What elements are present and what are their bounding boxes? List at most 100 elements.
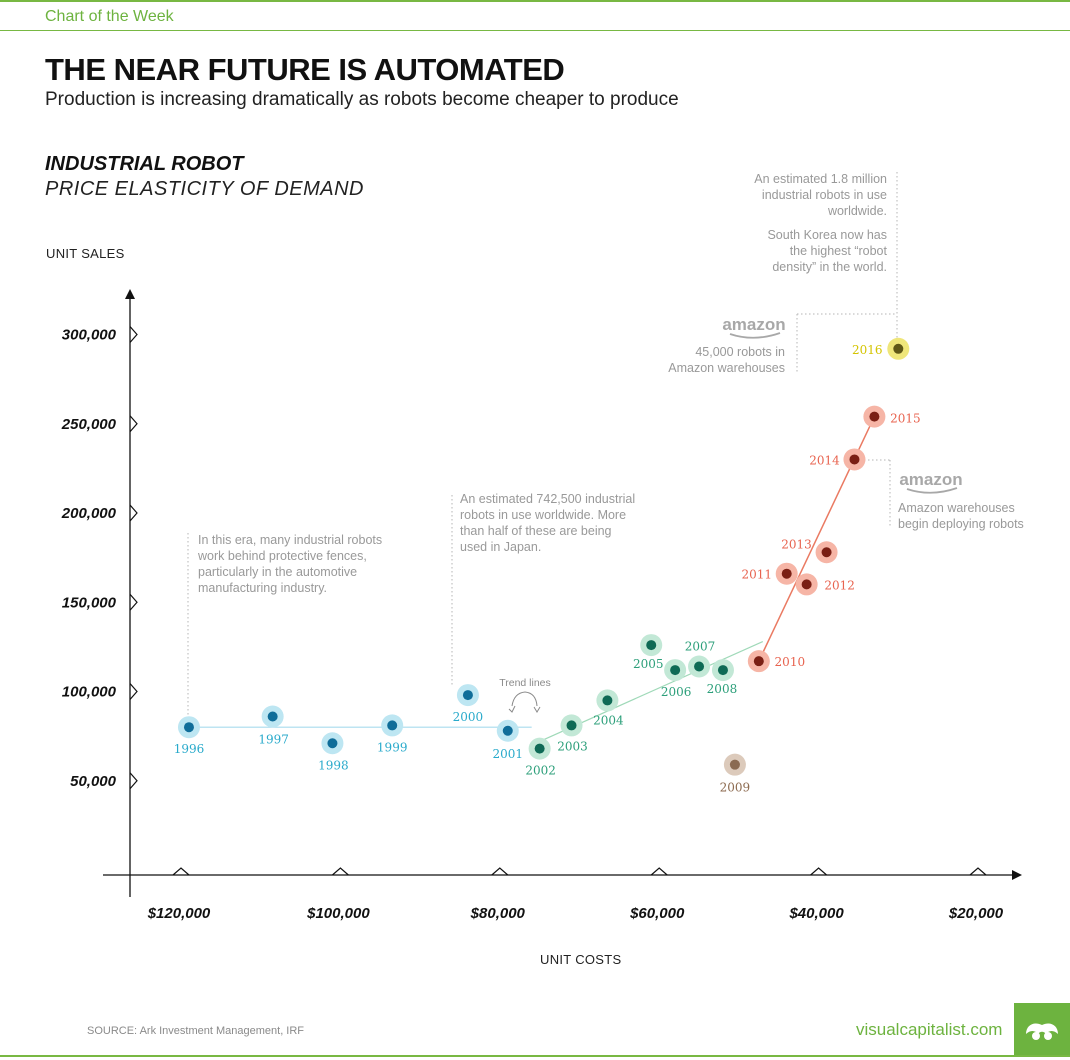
point-label-2003: 2003: [557, 739, 588, 753]
data-point-2000: 2000: [453, 684, 484, 724]
annotation-fences: In this era, many industrial robots work …: [197, 533, 382, 595]
point-label-2008: 2008: [707, 682, 738, 696]
annotations-layer: In this era, many industrial robots work …: [187, 172, 1024, 718]
data-point-1998: 1998: [318, 732, 349, 772]
point-marker: [821, 547, 832, 558]
y-tick-mark: [129, 504, 138, 522]
point-marker: [849, 454, 860, 465]
point-marker: [729, 759, 740, 770]
chart-subtitle: PRICE ELASTICITY OF DEMAND: [45, 178, 364, 200]
x-axis-arrow-icon: [1012, 870, 1022, 880]
point-label-2006: 2006: [661, 685, 692, 699]
annotation-korea-line: the highest “robot: [790, 244, 888, 258]
annotation-fences-line: manufacturing industry.: [198, 581, 327, 595]
annotation-japan: An estimated 742,500 industrial robots in…: [460, 492, 635, 554]
chart-title: INDUSTRIAL ROBOT: [45, 153, 244, 175]
data-point-2015: 2015: [863, 405, 921, 428]
point-label-2000: 2000: [453, 710, 484, 724]
annotation-korea-line: density” in the world.: [772, 260, 887, 274]
point-marker: [327, 738, 338, 749]
y-tick-label: 50,000: [70, 773, 117, 790]
annotation-korea: South Korea now has the highest “robot den…: [767, 228, 887, 274]
annotation-worldwide: An estimated 1.8 million industrial robot…: [754, 172, 887, 218]
point-marker: [602, 695, 613, 706]
amazon-smile-icon: [729, 332, 781, 339]
annotation-amazon-2016: 45,000 robots in Amazon warehouses: [668, 345, 785, 375]
data-point-2004: 2004: [593, 689, 624, 727]
data-point-2016: 2016: [852, 337, 910, 360]
point-marker: [801, 579, 812, 590]
y-tick-label: 300,000: [62, 327, 117, 344]
annotation-japan-line: An estimated 742,500 industrial: [460, 492, 635, 506]
annotation-amazon-2014-line: begin deploying robots: [898, 517, 1024, 531]
x-tick-label: $80,000: [470, 905, 526, 922]
point-marker: [717, 665, 728, 676]
y-axis-label: UNIT SALES: [46, 246, 125, 261]
annotation-amazon-2016-line: 45,000 robots in: [695, 345, 785, 359]
y-tick-label: 250,000: [61, 416, 117, 433]
point-marker: [387, 720, 398, 731]
data-point-2010: 2010: [747, 650, 806, 673]
y-tick-mark: [129, 772, 138, 790]
data-point-2008: 2008: [707, 659, 738, 696]
data-point-2014: 2014: [809, 448, 866, 471]
x-tick-mark: [491, 867, 509, 876]
top-rule: [0, 0, 1070, 2]
y-tick-mark: [129, 415, 138, 433]
point-marker: [534, 743, 545, 754]
annotation-amazon-2014: Amazon warehouses begin deploying robots: [898, 501, 1024, 531]
header-divider: [0, 30, 1070, 31]
trend-lines-label: Trend lines: [499, 677, 551, 689]
bottom-rule: [0, 1055, 1070, 1057]
trend-arrow-left-icon: [511, 691, 526, 707]
chart-of-the-week-tag: Chart of the Week: [45, 8, 174, 25]
point-label-2014: 2014: [809, 453, 840, 467]
annotation-japan-line: than half of these are being: [460, 524, 612, 538]
data-point-2011: 2011: [741, 562, 798, 585]
point-label-1999: 1999: [377, 740, 408, 754]
data-point-2002: 2002: [525, 737, 556, 778]
point-marker: [893, 343, 904, 354]
brand-logo-icon: [1026, 1023, 1058, 1040]
point-marker: [183, 722, 194, 733]
point-marker: [566, 720, 577, 731]
annotation-worldwide-line: worldwide.: [827, 204, 887, 218]
point-label-2009: 2009: [720, 781, 751, 795]
y-tick-label: 200,000: [61, 505, 117, 522]
y-tick-label: 100,000: [62, 684, 117, 701]
brand-logo[interactable]: [1014, 1003, 1070, 1055]
point-label-2007: 2007: [685, 640, 716, 654]
point-label-2005: 2005: [633, 657, 664, 671]
data-point-2006: 2006: [661, 659, 692, 699]
data-point-2003: 2003: [557, 714, 588, 753]
point-label-2010: 2010: [775, 655, 806, 669]
annotation-amazon-2014-line: Amazon warehouses: [898, 501, 1015, 515]
annotation-fences-line: In this era, many industrial robots: [198, 533, 382, 547]
annotation-fences-line: work behind protective fences,: [197, 549, 367, 563]
arrowhead-icon: [508, 705, 516, 713]
data-point-1996: 1996: [174, 716, 205, 756]
point-marker: [267, 711, 278, 722]
point-label-1996: 1996: [174, 742, 205, 756]
x-tick-label: $100,000: [306, 905, 370, 922]
point-label-1997: 1997: [258, 732, 289, 746]
data-point-2009: 2009: [720, 753, 751, 795]
point-label-2011: 2011: [741, 568, 772, 582]
point-marker: [462, 690, 473, 701]
data-point-1997: 1997: [258, 705, 289, 746]
arrowhead-icon: [533, 706, 541, 713]
amazon-logo-2014: amazon: [899, 470, 962, 489]
page-title: THE NEAR FUTURE IS AUTOMATED: [45, 52, 565, 87]
y-tick-mark: [129, 326, 138, 343]
data-point-2001: 2001: [492, 719, 523, 761]
point-label-2016: 2016: [852, 343, 883, 357]
amazon-logo-2016: amazon: [722, 315, 785, 334]
brand-link[interactable]: visualcapitalist.com: [856, 1020, 1003, 1039]
amazon-smile-icon: [906, 487, 958, 494]
point-label-2012: 2012: [824, 578, 855, 592]
x-tick-label: $20,000: [948, 905, 1004, 922]
trend-arrow-right-icon: [524, 691, 538, 707]
data-point-2005: 2005: [633, 634, 664, 671]
x-tick-mark: [332, 867, 349, 876]
